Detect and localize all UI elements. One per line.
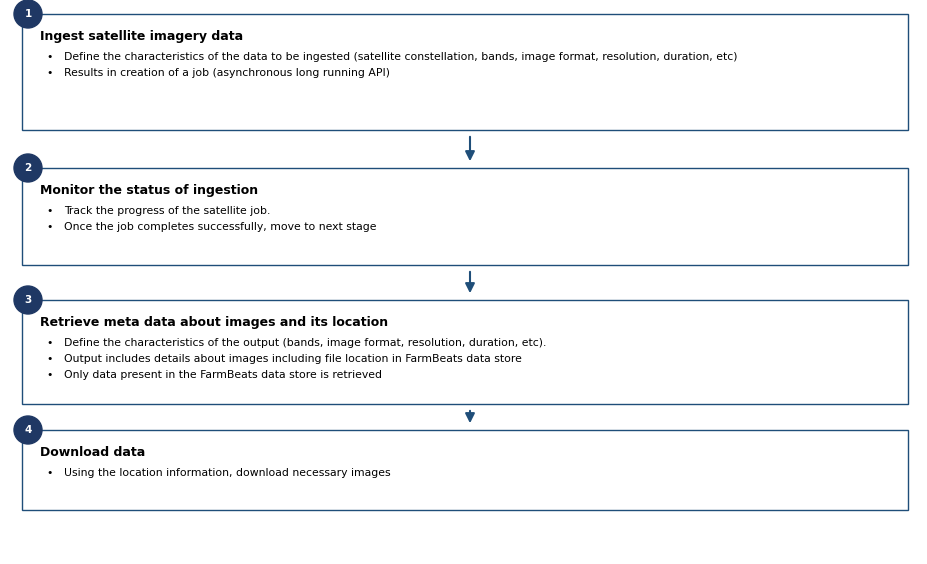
Text: Monitor the status of ingestion: Monitor the status of ingestion xyxy=(40,184,258,197)
Text: •: • xyxy=(46,68,53,78)
Text: Output includes details about images including file location in FarmBeats data s: Output includes details about images inc… xyxy=(64,354,521,364)
Bar xyxy=(22,168,907,265)
Text: •: • xyxy=(46,206,53,216)
Text: •: • xyxy=(46,370,53,380)
Text: Using the location information, download necessary images: Using the location information, download… xyxy=(64,468,390,478)
Text: Define the characteristics of the output (bands, image format, resolution, durat: Define the characteristics of the output… xyxy=(64,338,546,348)
Text: Results in creation of a job (asynchronous long running API): Results in creation of a job (asynchrono… xyxy=(64,68,389,78)
Circle shape xyxy=(14,154,42,182)
Text: Track the progress of the satellite job.: Track the progress of the satellite job. xyxy=(64,206,270,216)
Text: Download data: Download data xyxy=(40,446,146,459)
Circle shape xyxy=(14,416,42,444)
Text: •: • xyxy=(46,468,53,478)
Text: 4: 4 xyxy=(24,425,32,435)
Text: Once the job completes successfully, move to next stage: Once the job completes successfully, mov… xyxy=(64,222,376,232)
Text: 2: 2 xyxy=(24,163,32,173)
Bar xyxy=(22,300,907,404)
Bar xyxy=(22,14,907,130)
Circle shape xyxy=(14,0,42,28)
Text: •: • xyxy=(46,338,53,348)
Text: Ingest satellite imagery data: Ingest satellite imagery data xyxy=(40,30,243,43)
Text: 1: 1 xyxy=(24,9,32,19)
Bar xyxy=(22,430,907,510)
Text: Define the characteristics of the data to be ingested (satellite constellation, : Define the characteristics of the data t… xyxy=(64,52,737,62)
Circle shape xyxy=(14,286,42,314)
Text: •: • xyxy=(46,222,53,232)
Text: Retrieve meta data about images and its location: Retrieve meta data about images and its … xyxy=(40,316,387,329)
Text: 3: 3 xyxy=(24,295,32,305)
Text: •: • xyxy=(46,354,53,364)
Text: •: • xyxy=(46,52,53,62)
Text: Only data present in the FarmBeats data store is retrieved: Only data present in the FarmBeats data … xyxy=(64,370,382,380)
